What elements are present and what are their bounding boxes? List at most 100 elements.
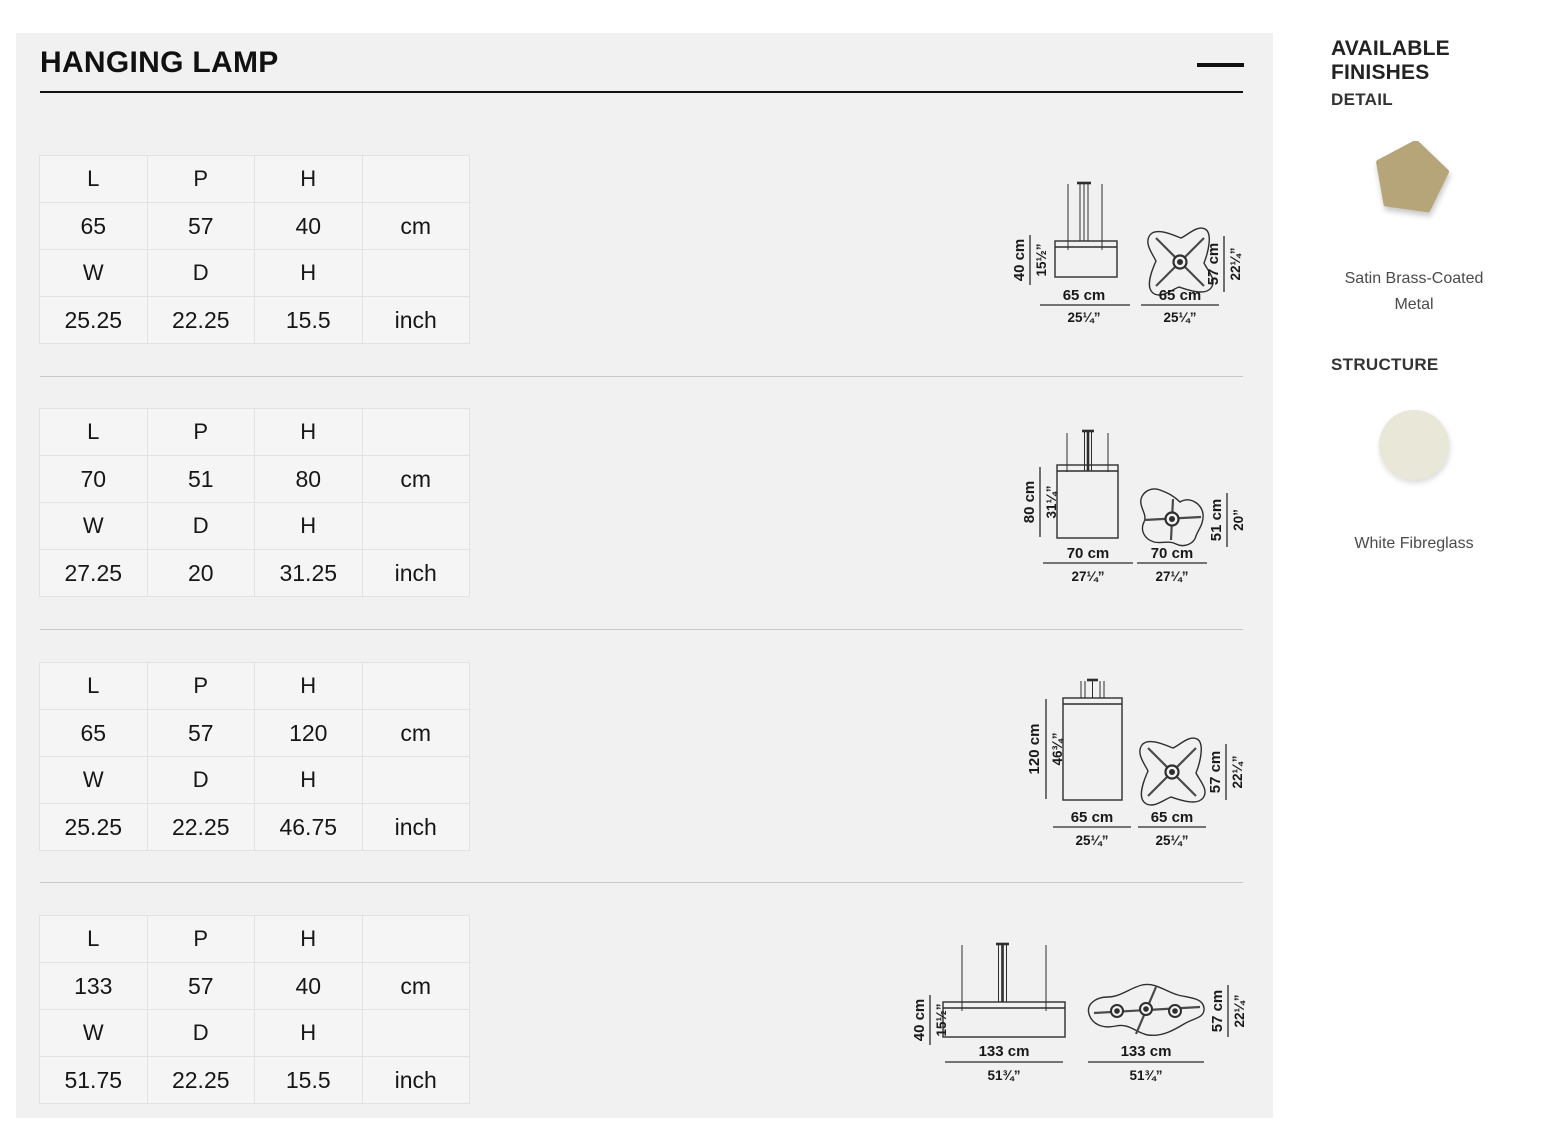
table-cell: inch: [362, 297, 469, 343]
svg-text:15½”: 15½”: [934, 1003, 949, 1036]
table-cell: H: [255, 409, 362, 455]
table-cell: H: [255, 250, 362, 296]
section-divider: [40, 882, 1243, 883]
minus-dash-icon: [1197, 63, 1244, 67]
svg-text:40 cm: 40 cm: [1011, 239, 1028, 282]
table-cell: 15.5: [255, 1057, 362, 1103]
dimensions-table-1: L P H 65 57 40 cm W D H 25.25 22.25 15.5…: [39, 155, 470, 344]
table-cell: cm: [362, 963, 469, 1009]
table-cell: 15.5: [255, 297, 362, 343]
detail-label: DETAIL: [1331, 90, 1393, 109]
table-cell: W: [40, 503, 147, 549]
svg-text:22¼”: 22¼”: [1228, 247, 1243, 280]
top-view: [1087, 983, 1205, 1037]
table-cell: cm: [362, 203, 469, 249]
svg-text:51¾”: 51¾”: [987, 1068, 1020, 1083]
table-cell: 70: [40, 456, 147, 502]
dim-side-width: 133 cm 51¾”: [945, 1043, 1063, 1083]
table-cell: [362, 663, 469, 709]
table-cell: 27.25: [40, 550, 147, 596]
title-underline: [40, 91, 1243, 93]
table-cell: H: [255, 1010, 362, 1056]
table-cell: 40: [255, 963, 362, 1009]
svg-text:22¼”: 22¼”: [1232, 994, 1247, 1027]
table-cell: [362, 250, 469, 296]
table-cell: H: [255, 757, 362, 803]
dim-side-height: 40 cm 15½”: [911, 995, 949, 1045]
table-cell: H: [255, 503, 362, 549]
structure-caption-line: White Fibreglass: [1354, 535, 1474, 552]
table-cell: inch: [362, 550, 469, 596]
table-cell: D: [147, 1010, 254, 1056]
table-cell: 57: [147, 203, 254, 249]
structure-swatch-circle: [1379, 410, 1449, 480]
table-cell: L: [40, 156, 147, 202]
side-view: [1056, 429, 1119, 539]
table-cell: [362, 1010, 469, 1056]
svg-text:22¼”: 22¼”: [1230, 755, 1245, 788]
technical-drawing-2: 80 cm 31¼” 70 cm 27¼” 70 cm 27¼” 51 cm 2…: [1021, 429, 1246, 584]
table-cell: W: [40, 757, 147, 803]
table-cell: 65: [40, 203, 147, 249]
dim-side-width: 70 cm 27¼”: [1043, 545, 1133, 584]
svg-text:20”: 20”: [1231, 509, 1246, 531]
dim-top-width: 65 cm 25¼”: [1141, 287, 1219, 325]
table-cell: W: [40, 1010, 147, 1056]
table-cell: 25.25: [40, 804, 147, 850]
table-cell: 51: [147, 456, 254, 502]
table-cell: H: [255, 663, 362, 709]
technical-drawing-1: 40 cm 15½” 65 cm 25¼” 65 cm 25¼” 57 cm 2…: [1011, 181, 1243, 325]
top-view: [1139, 737, 1206, 806]
dimensions-table-4: L P H 133 57 40 cm W D H 51.75 22.25 15.…: [39, 915, 470, 1104]
svg-text:133 cm: 133 cm: [979, 1043, 1030, 1060]
detail-swatch-pentagon: [1376, 141, 1449, 213]
svg-text:25¼”: 25¼”: [1067, 310, 1100, 325]
detail-caption-line2: Metal: [1394, 296, 1434, 313]
svg-text:51 cm: 51 cm: [1208, 499, 1225, 542]
dim-top-width: 70 cm 27¼”: [1137, 545, 1207, 584]
technical-drawing-3: 120 cm 46¾” 65 cm 25¼” 65 cm 25¼” 57 cm …: [1026, 678, 1245, 848]
dimensions-table-2: L P H 70 51 80 cm W D H 27.25 20 31.25 i…: [39, 408, 470, 597]
svg-text:27¼”: 27¼”: [1155, 569, 1188, 584]
svg-text:70 cm: 70 cm: [1067, 545, 1110, 562]
side-view: [1062, 678, 1123, 801]
svg-text:27¼”: 27¼”: [1071, 569, 1104, 584]
table-cell: 25.25: [40, 297, 147, 343]
structure-label: STRUCTURE: [1331, 355, 1439, 374]
table-cell: L: [40, 916, 147, 962]
svg-text:15½”: 15½”: [1034, 243, 1049, 276]
svg-text:25¼”: 25¼”: [1163, 310, 1196, 325]
table-cell: cm: [362, 456, 469, 502]
table-cell: [362, 503, 469, 549]
svg-text:57 cm: 57 cm: [1207, 751, 1224, 794]
svg-text:80 cm: 80 cm: [1021, 481, 1038, 524]
table-cell: D: [147, 757, 254, 803]
svg-text:57 cm: 57 cm: [1205, 243, 1222, 286]
section-divider: [40, 629, 1243, 630]
dim-side-height: 40 cm 15½”: [1011, 235, 1049, 285]
dim-side-height: 80 cm 31¼”: [1021, 467, 1059, 537]
table-cell: P: [147, 916, 254, 962]
svg-text:65 cm: 65 cm: [1159, 287, 1202, 304]
top-view: [1147, 227, 1214, 296]
table-cell: cm: [362, 710, 469, 756]
page-title: HANGING LAMP: [40, 46, 279, 79]
svg-text:133 cm: 133 cm: [1121, 1043, 1172, 1060]
table-cell: 57: [147, 710, 254, 756]
table-cell: W: [40, 250, 147, 296]
dim-top-depth: 51 cm 20”: [1208, 493, 1246, 547]
dim-top-width: 133 cm 51¾”: [1088, 1043, 1204, 1083]
table-cell: P: [147, 409, 254, 455]
svg-text:65 cm: 65 cm: [1151, 809, 1194, 826]
table-cell: D: [147, 503, 254, 549]
table-cell: inch: [362, 1057, 469, 1103]
table-cell: L: [40, 409, 147, 455]
dim-top-depth: 57 cm 22¼”: [1207, 744, 1245, 800]
table-cell: D: [147, 250, 254, 296]
table-cell: inch: [362, 804, 469, 850]
svg-text:65 cm: 65 cm: [1071, 809, 1114, 826]
table-cell: 80: [255, 456, 362, 502]
table-cell: 22.25: [147, 804, 254, 850]
table-cell: L: [40, 663, 147, 709]
table-cell: 31.25: [255, 550, 362, 596]
